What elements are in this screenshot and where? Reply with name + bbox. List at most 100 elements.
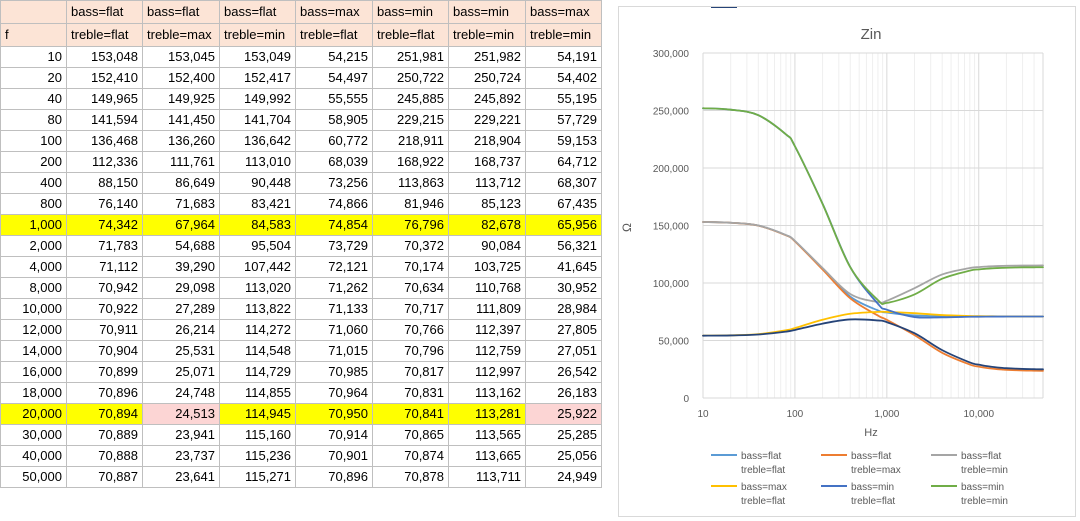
impedance-cell[interactable]: 110,768 bbox=[448, 277, 526, 299]
impedance-cell[interactable]: 250,722 bbox=[372, 67, 449, 89]
impedance-cell[interactable]: 136,260 bbox=[142, 130, 220, 152]
impedance-cell[interactable]: 168,922 bbox=[372, 151, 449, 173]
impedance-cell[interactable]: 113,020 bbox=[219, 277, 296, 299]
impedance-cell[interactable]: 85,123 bbox=[448, 193, 526, 215]
frequency-cell[interactable]: 100 bbox=[0, 130, 67, 152]
impedance-cell[interactable]: 41,645 bbox=[525, 256, 602, 278]
impedance-cell[interactable]: 250,724 bbox=[448, 67, 526, 89]
impedance-cell[interactable]: 71,015 bbox=[295, 340, 373, 362]
impedance-cell[interactable]: 70,964 bbox=[295, 382, 373, 404]
impedance-cell[interactable]: 112,759 bbox=[448, 340, 526, 362]
impedance-cell[interactable]: 149,925 bbox=[142, 88, 220, 110]
impedance-cell[interactable]: 54,215 bbox=[295, 46, 373, 68]
impedance-cell[interactable]: 71,060 bbox=[295, 319, 373, 341]
impedance-cell[interactable]: 84,583 bbox=[219, 214, 296, 236]
header-cell-f-blank[interactable] bbox=[0, 0, 67, 24]
impedance-cell[interactable]: 65,956 bbox=[525, 214, 602, 236]
impedance-cell[interactable]: 23,737 bbox=[142, 445, 220, 467]
impedance-cell[interactable]: 68,039 bbox=[295, 151, 373, 173]
impedance-cell[interactable]: 25,531 bbox=[142, 340, 220, 362]
impedance-cell[interactable]: 70,174 bbox=[372, 256, 449, 278]
impedance-cell[interactable]: 55,195 bbox=[525, 88, 602, 110]
frequency-cell[interactable]: 4,000 bbox=[0, 256, 67, 278]
impedance-cell[interactable]: 153,049 bbox=[219, 46, 296, 68]
impedance-cell[interactable]: 70,911 bbox=[66, 319, 143, 341]
impedance-cell[interactable]: 114,272 bbox=[219, 319, 296, 341]
impedance-cell[interactable]: 71,133 bbox=[295, 298, 373, 320]
impedance-cell[interactable]: 218,904 bbox=[448, 130, 526, 152]
impedance-cell[interactable]: 25,071 bbox=[142, 361, 220, 383]
impedance-cell[interactable]: 113,010 bbox=[219, 151, 296, 173]
impedance-cell[interactable]: 24,513 bbox=[142, 403, 220, 425]
frequency-cell[interactable]: 16,000 bbox=[0, 361, 67, 383]
impedance-cell[interactable]: 113,665 bbox=[448, 445, 526, 467]
impedance-cell[interactable]: 70,796 bbox=[372, 340, 449, 362]
impedance-cell[interactable]: 70,817 bbox=[372, 361, 449, 383]
impedance-cell[interactable]: 149,992 bbox=[219, 88, 296, 110]
impedance-cell[interactable]: 245,885 bbox=[372, 88, 449, 110]
impedance-cell[interactable]: 113,281 bbox=[448, 403, 526, 425]
impedance-cell[interactable]: 54,497 bbox=[295, 67, 373, 89]
impedance-cell[interactable]: 24,949 bbox=[525, 466, 602, 488]
impedance-cell[interactable]: 115,160 bbox=[219, 424, 296, 446]
impedance-cell[interactable]: 114,855 bbox=[219, 382, 296, 404]
impedance-cell[interactable]: 64,712 bbox=[525, 151, 602, 173]
impedance-cell[interactable]: 55,555 bbox=[295, 88, 373, 110]
impedance-cell[interactable]: 70,985 bbox=[295, 361, 373, 383]
impedance-cell[interactable]: 141,704 bbox=[219, 109, 296, 131]
header-cell-line1[interactable]: bass=min bbox=[448, 0, 526, 24]
impedance-cell[interactable]: 71,262 bbox=[295, 277, 373, 299]
impedance-cell[interactable]: 112,997 bbox=[448, 361, 526, 383]
impedance-cell[interactable]: 86,649 bbox=[142, 172, 220, 194]
header-cell-line1[interactable]: bass=min bbox=[372, 0, 449, 24]
impedance-cell[interactable]: 71,783 bbox=[66, 235, 143, 257]
impedance-cell[interactable]: 58,905 bbox=[295, 109, 373, 131]
impedance-cell[interactable]: 70,878 bbox=[372, 466, 449, 488]
impedance-cell[interactable]: 70,889 bbox=[66, 424, 143, 446]
impedance-cell[interactable]: 74,866 bbox=[295, 193, 373, 215]
impedance-cell[interactable]: 29,098 bbox=[142, 277, 220, 299]
impedance-cell[interactable]: 70,896 bbox=[66, 382, 143, 404]
impedance-cell[interactable]: 82,678 bbox=[448, 214, 526, 236]
impedance-cell[interactable]: 90,448 bbox=[219, 172, 296, 194]
impedance-cell[interactable]: 251,981 bbox=[372, 46, 449, 68]
impedance-cell[interactable]: 70,942 bbox=[66, 277, 143, 299]
header-cell-line2[interactable]: treble=min bbox=[448, 23, 526, 47]
impedance-cell[interactable]: 70,904 bbox=[66, 340, 143, 362]
impedance-cell[interactable]: 113,565 bbox=[448, 424, 526, 446]
impedance-cell[interactable]: 70,896 bbox=[295, 466, 373, 488]
header-cell-line2[interactable]: treble=flat bbox=[372, 23, 449, 47]
impedance-cell[interactable]: 25,056 bbox=[525, 445, 602, 467]
impedance-cell[interactable]: 70,914 bbox=[295, 424, 373, 446]
impedance-cell[interactable]: 136,642 bbox=[219, 130, 296, 152]
impedance-cell[interactable]: 153,048 bbox=[66, 46, 143, 68]
frequency-cell[interactable]: 200 bbox=[0, 151, 67, 173]
impedance-cell[interactable]: 73,256 bbox=[295, 172, 373, 194]
header-cell-line1[interactable]: bass=max bbox=[295, 0, 373, 24]
frequency-cell[interactable]: 20 bbox=[0, 67, 67, 89]
frequency-cell[interactable]: 40,000 bbox=[0, 445, 67, 467]
header-cell-line1[interactable]: bass=flat bbox=[66, 0, 143, 24]
impedance-cell[interactable]: 25,285 bbox=[525, 424, 602, 446]
impedance-cell[interactable]: 27,805 bbox=[525, 319, 602, 341]
impedance-cell[interactable]: 141,450 bbox=[142, 109, 220, 131]
impedance-cell[interactable]: 60,772 bbox=[295, 130, 373, 152]
frequency-cell[interactable]: 18,000 bbox=[0, 382, 67, 404]
frequency-cell[interactable]: 40 bbox=[0, 88, 67, 110]
impedance-cell[interactable]: 26,542 bbox=[525, 361, 602, 383]
chart-area[interactable]: Zin 10 100 1,000 10,000 0 50,000 100,000 150,000… bbox=[618, 6, 1076, 517]
impedance-cell[interactable]: 113,822 bbox=[219, 298, 296, 320]
header-cell-line2[interactable]: treble=flat bbox=[295, 23, 373, 47]
impedance-cell[interactable]: 111,761 bbox=[142, 151, 220, 173]
impedance-cell[interactable]: 70,372 bbox=[372, 235, 449, 257]
impedance-cell[interactable]: 70,634 bbox=[372, 277, 449, 299]
impedance-cell[interactable]: 68,307 bbox=[525, 172, 602, 194]
frequency-cell[interactable]: 14,000 bbox=[0, 340, 67, 362]
impedance-cell[interactable]: 115,271 bbox=[219, 466, 296, 488]
impedance-cell[interactable]: 113,162 bbox=[448, 382, 526, 404]
header-cell-line2[interactable]: treble=min bbox=[219, 23, 296, 47]
impedance-cell[interactable]: 112,397 bbox=[448, 319, 526, 341]
frequency-cell[interactable]: 1,000 bbox=[0, 214, 67, 236]
impedance-cell[interactable]: 70,899 bbox=[66, 361, 143, 383]
impedance-cell[interactable]: 59,153 bbox=[525, 130, 602, 152]
